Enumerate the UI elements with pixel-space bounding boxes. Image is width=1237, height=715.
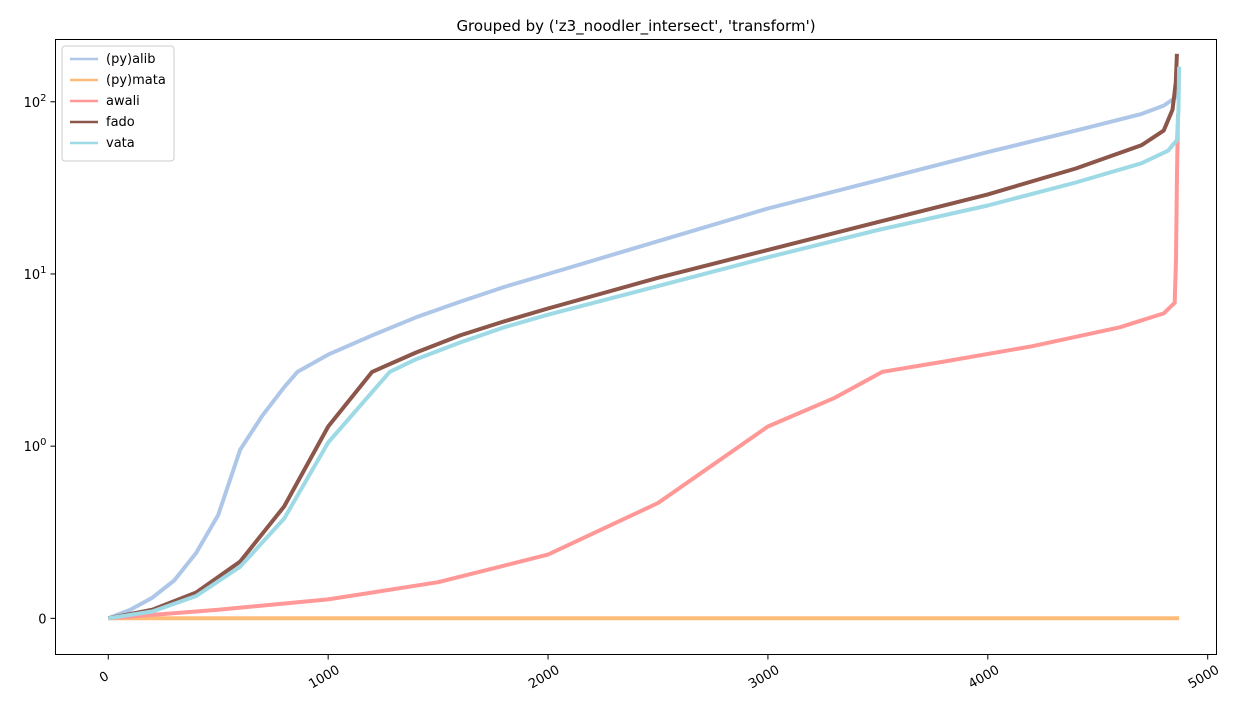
legend-label-4: vata: [106, 136, 135, 151]
y-tick-label-3: 102: [24, 93, 47, 111]
series-layer: [107, 53, 1182, 621]
plot-frame: [55, 39, 1217, 655]
series-line-4: [107, 66, 1182, 621]
y-tick-label-1: 100: [24, 437, 47, 455]
series-line-3: [107, 53, 1179, 621]
legend: (py)alib (py)mata awali fado vata: [61, 45, 175, 162]
legend-label-1: (py)mata: [106, 73, 166, 88]
series-line-2: [108, 113, 1180, 621]
legend-box: [61, 45, 175, 162]
legend-label-3: fado: [106, 115, 135, 130]
series-line-0: [107, 91, 1181, 621]
legend-label-0: (py)alib: [106, 52, 156, 67]
y-tick-label-2: 101: [24, 265, 47, 283]
y-axis: 0 100 101 102: [24, 93, 56, 627]
chart-title: Grouped by ('z3_noodler_intersect', 'tra…: [456, 17, 815, 36]
legend-label-2: awali: [106, 94, 140, 109]
y-tick-label-0: 0: [38, 612, 46, 627]
